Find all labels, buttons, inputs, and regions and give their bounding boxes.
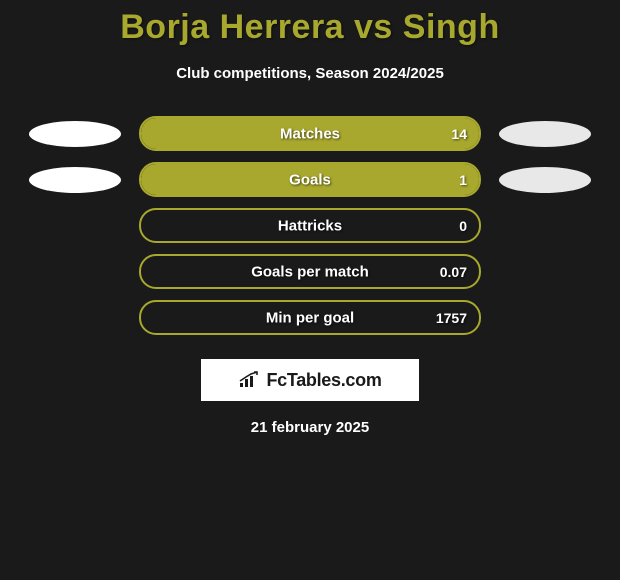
- stat-label: Goals per match: [251, 263, 369, 280]
- stat-value: 1: [459, 172, 467, 188]
- stat-row: Min per goal 1757: [0, 300, 620, 335]
- stat-row: Goals per match 0.07: [0, 254, 620, 289]
- stat-bar: Goals 1: [139, 162, 481, 197]
- stat-value: 1757: [436, 310, 467, 326]
- stat-value: 0: [459, 218, 467, 234]
- stat-bar: Goals per match 0.07: [139, 254, 481, 289]
- ellipse-left-icon: [29, 167, 121, 193]
- stat-bar: Hattricks 0: [139, 208, 481, 243]
- stat-label: Matches: [280, 125, 340, 142]
- comparison-card: Borja Herrera vs Singh Club competitions…: [0, 0, 620, 436]
- stat-row: Matches 14: [0, 116, 620, 151]
- chart-icon: [238, 371, 260, 389]
- stat-value: 0.07: [440, 264, 467, 280]
- ellipse-right-icon: [499, 121, 591, 147]
- stat-label: Goals: [289, 171, 331, 188]
- stat-label: Hattricks: [278, 217, 342, 234]
- date-label: 21 february 2025: [0, 419, 620, 436]
- source-logo: FcTables.com: [201, 359, 419, 401]
- stat-value: 14: [451, 126, 467, 142]
- page-title: Borja Herrera vs Singh: [0, 8, 620, 47]
- stat-row: Hattricks 0: [0, 208, 620, 243]
- stats-list: Matches 14 Goals 1 Hattricks 0: [0, 116, 620, 335]
- ellipse-left-icon: [29, 121, 121, 147]
- stat-row: Goals 1: [0, 162, 620, 197]
- logo-text: FcTables.com: [266, 370, 381, 391]
- stat-bar: Matches 14: [139, 116, 481, 151]
- stat-label: Min per goal: [266, 309, 354, 326]
- subtitle: Club competitions, Season 2024/2025: [0, 65, 620, 82]
- stat-bar: Min per goal 1757: [139, 300, 481, 335]
- ellipse-right-icon: [499, 167, 591, 193]
